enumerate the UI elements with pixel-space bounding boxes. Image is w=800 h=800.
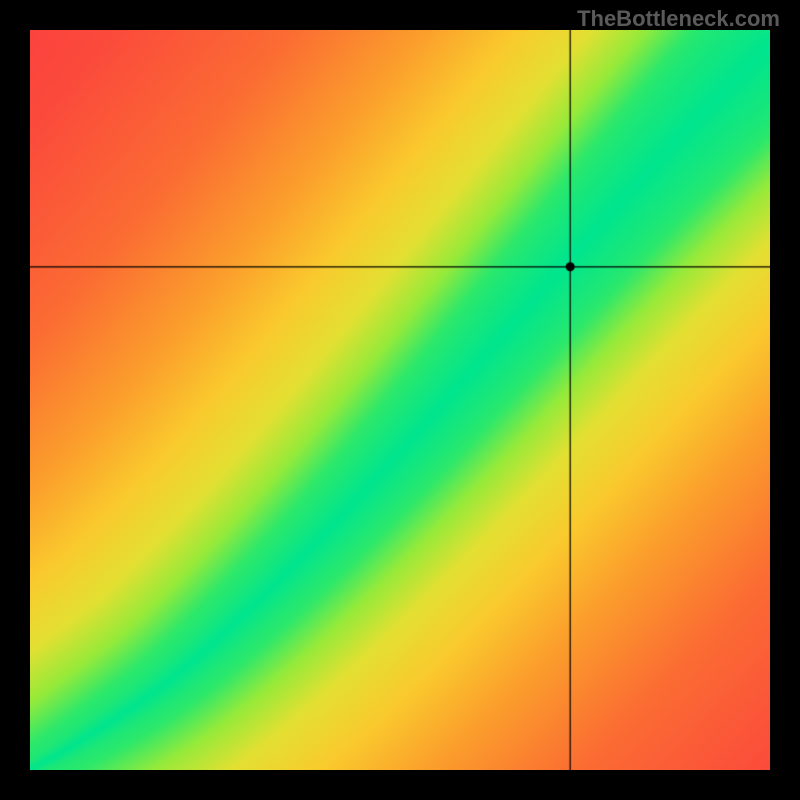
- chart-container: TheBottleneck.com: [0, 0, 800, 800]
- watermark-text: TheBottleneck.com: [577, 6, 780, 32]
- bottleneck-heatmap: [30, 30, 770, 770]
